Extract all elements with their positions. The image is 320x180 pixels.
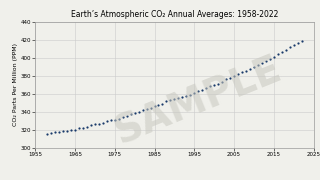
Title: Earth’s Atmospheric CO₂ Annual Averages: 1958-2022: Earth’s Atmospheric CO₂ Annual Averages:… [71,10,278,19]
Y-axis label: CO₂ Parts Per Million (PPM): CO₂ Parts Per Million (PPM) [13,43,18,126]
Text: SAMPLE: SAMPLE [109,50,287,152]
